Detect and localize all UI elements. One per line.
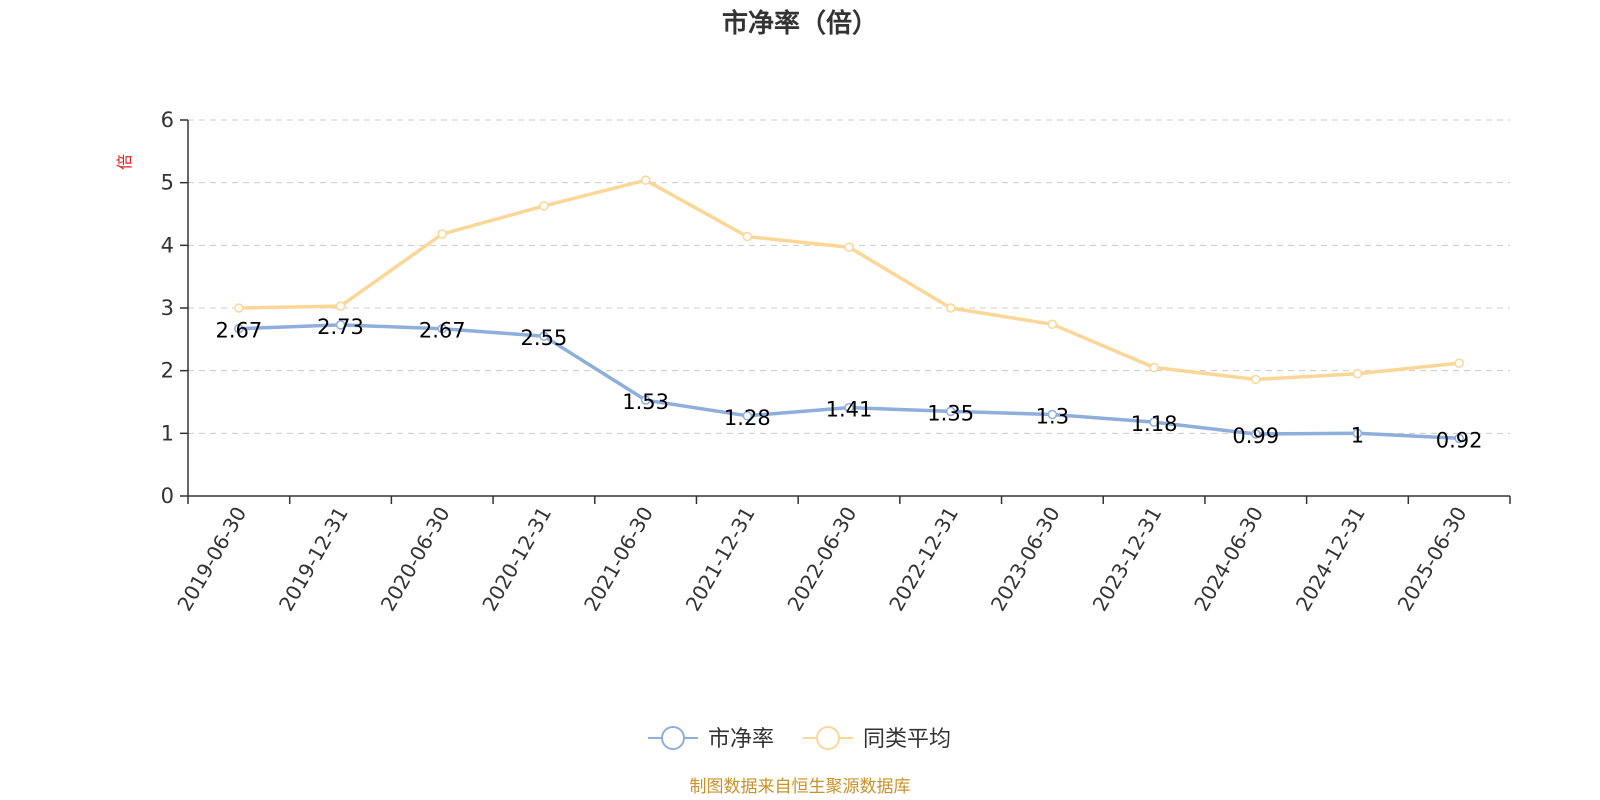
y-axis-unit-label: 倍	[115, 154, 134, 170]
series-0-point	[539, 331, 549, 341]
series-1-point	[945, 303, 956, 313]
legend-label: 市净率	[708, 727, 774, 752]
series-points	[234, 175, 1464, 444]
y-tick-label: 5	[161, 171, 174, 195]
data-label: 2.67	[419, 319, 466, 343]
y-tick-label: 2	[161, 359, 174, 383]
series-1-point	[844, 242, 854, 252]
series-0-point	[234, 323, 244, 334]
series-1-point	[539, 201, 549, 211]
data-label: 1.35	[927, 401, 974, 425]
x-tick-label: 2020-12-31	[477, 503, 556, 616]
data-label: 1.28	[724, 406, 771, 430]
data-label: 2.73	[317, 315, 364, 339]
series-1-point	[1352, 369, 1363, 379]
data-label: 1.18	[1131, 412, 1178, 436]
data-label: 0.92	[1436, 428, 1483, 452]
data-label: 2.55	[521, 326, 568, 350]
data-label: 1.3	[1036, 405, 1069, 429]
series-0-point	[844, 402, 854, 413]
series-0-point	[1149, 417, 1159, 427]
series-0-point	[437, 323, 447, 334]
chart-title: 市净率（倍）	[722, 8, 878, 39]
series-line-1	[238, 178, 1460, 382]
x-tick-label: 2019-06-30	[172, 503, 251, 616]
y-tick-label: 6	[161, 108, 174, 132]
series-0-point	[1454, 433, 1464, 444]
series-1-point	[335, 301, 346, 311]
series-0-point	[945, 406, 956, 417]
x-tick-label: 2023-12-31	[1088, 503, 1167, 616]
series-0-point	[335, 320, 346, 330]
legend-label: 同类平均	[863, 727, 951, 752]
series-1-point	[1047, 319, 1058, 330]
grid-lines	[188, 119, 1510, 434]
series-1-point	[1149, 362, 1159, 373]
x-tick-label: 2024-12-31	[1291, 503, 1370, 616]
series-0-point	[1047, 409, 1058, 420]
series-1-point	[234, 303, 244, 313]
x-tick-label: 2025-06-30	[1393, 503, 1472, 616]
series-0-point	[1251, 429, 1261, 439]
series-0-point	[1352, 428, 1363, 439]
data-labels: 2.67 2.73 2.67 2.55 1.53 1.28 1.41 1.35 1.3 1.18 0…	[215, 315, 1482, 452]
data-label: 2.67	[215, 319, 262, 343]
data-label: 1	[1351, 423, 1364, 447]
series-1-point	[1251, 374, 1261, 385]
data-label: 1.41	[826, 398, 873, 422]
y-tick-label: 1	[161, 421, 174, 445]
x-axis-ticks: 2019-06-30 2019-12-31 2020-06-30 2020-12-31…	[172, 496, 1511, 616]
series-1-point	[742, 231, 753, 242]
data-source-note: 制图数据来自恒生聚源数据库	[690, 777, 911, 797]
series-1-point	[640, 175, 651, 185]
series-1-point	[1454, 358, 1464, 368]
legend: 市净率 同类平均	[648, 726, 951, 752]
y-axis-ticks: 0 1 2 3 4 5 6	[161, 108, 188, 508]
data-label: 1.53	[622, 390, 669, 414]
legend-swatch-marker	[661, 726, 685, 750]
x-tick-label: 2023-06-30	[986, 503, 1065, 616]
x-tick-label: 2019-12-31	[274, 503, 353, 616]
y-tick-label: 3	[161, 296, 174, 320]
x-tick-label: 2022-06-30	[782, 503, 861, 616]
x-tick-label: 2021-12-31	[681, 503, 760, 616]
series-1-point	[437, 229, 447, 239]
legend-swatch-marker	[816, 726, 840, 750]
x-tick-label: 2024-06-30	[1189, 503, 1268, 616]
y-tick-label: 4	[161, 233, 174, 257]
data-label: 0.99	[1232, 424, 1279, 448]
y-tick-label: 0	[161, 484, 174, 508]
x-tick-label: 2020-06-30	[376, 503, 455, 616]
series-0-point	[640, 395, 651, 405]
x-tick-label: 2022-12-31	[884, 503, 963, 616]
series-0-point	[742, 411, 753, 421]
x-tick-label: 2021-06-30	[579, 503, 658, 616]
